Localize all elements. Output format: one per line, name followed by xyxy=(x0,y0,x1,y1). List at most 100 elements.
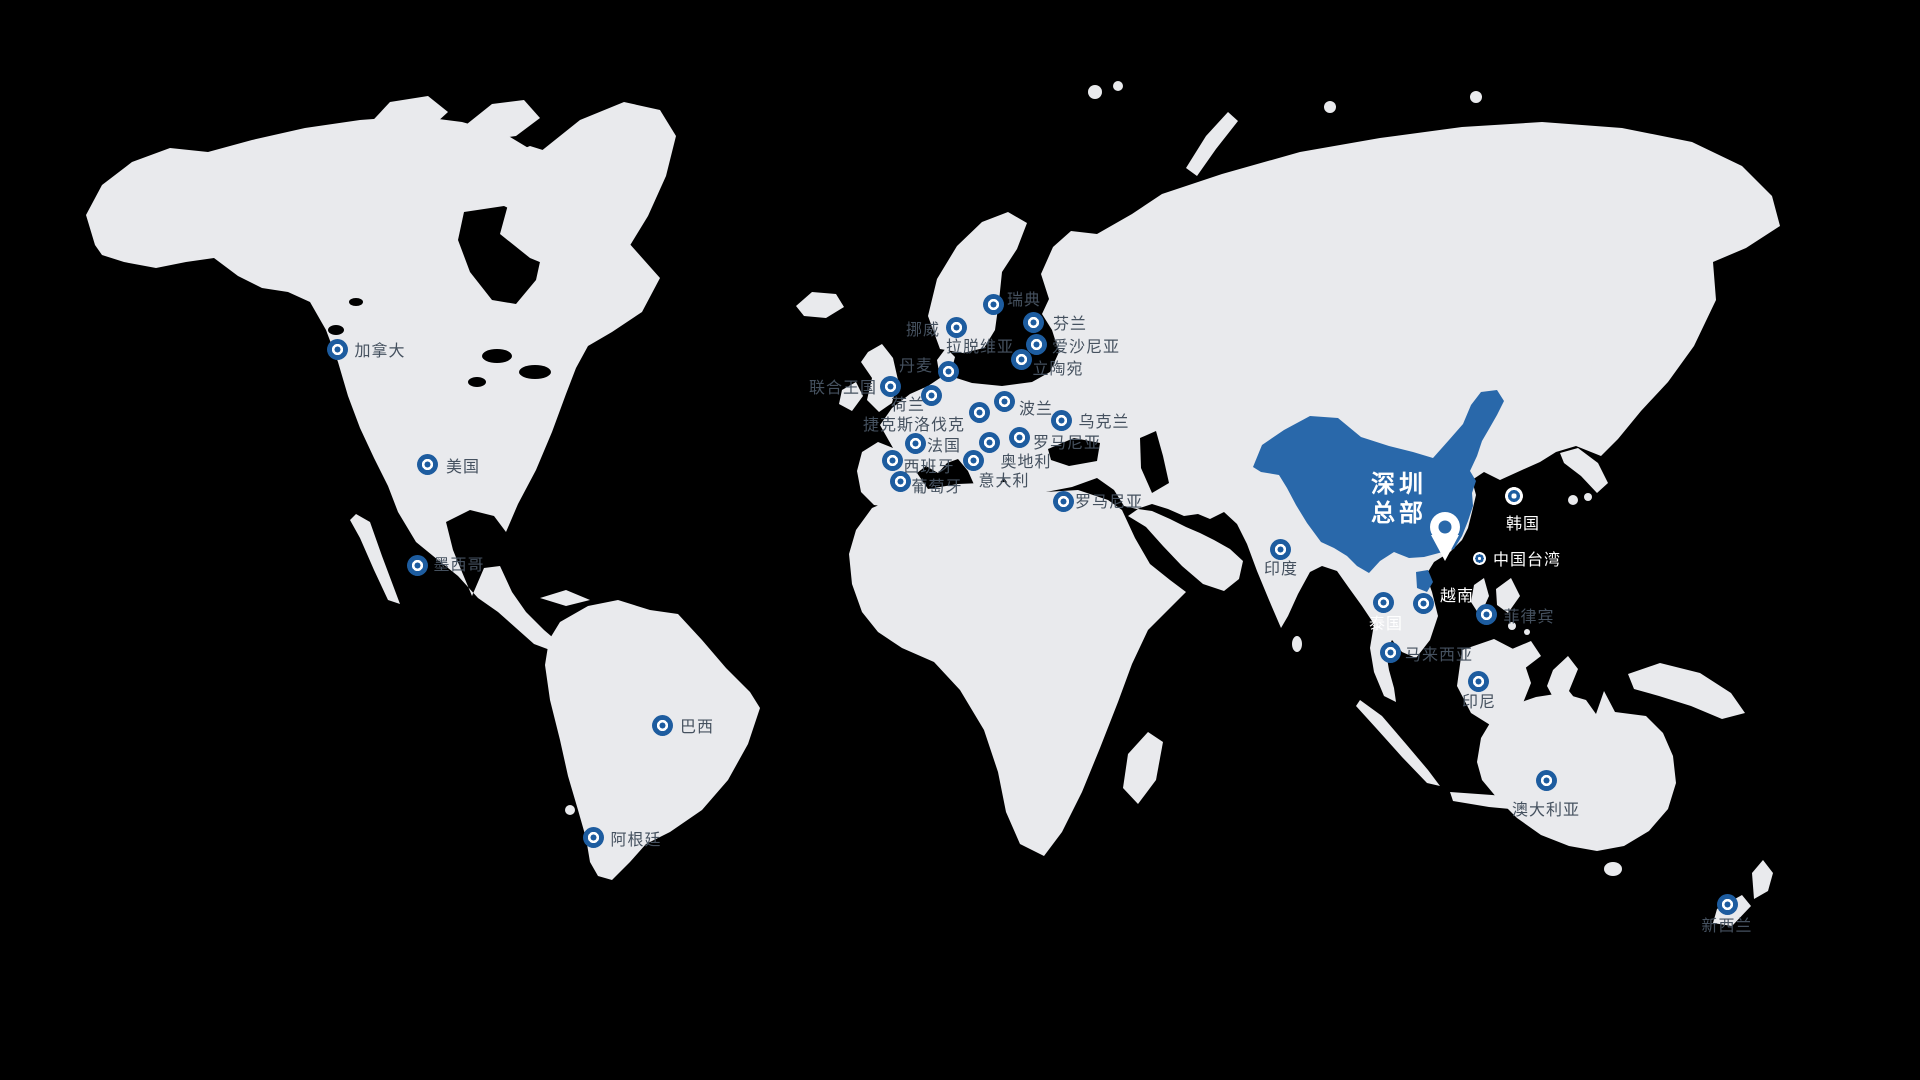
great-lake xyxy=(468,377,486,387)
headquarters-label-line2: 总部 xyxy=(1371,499,1427,527)
location-label: 加拿大 xyxy=(354,341,406,360)
location-label: 美国 xyxy=(445,457,481,476)
location-marker[interactable] xyxy=(1475,603,1497,625)
location-marker[interactable] xyxy=(326,338,348,360)
location-marker[interactable] xyxy=(920,384,942,406)
location-label: 瑞典 xyxy=(1006,290,1042,309)
location-marker[interactable] xyxy=(937,360,959,382)
location-label: 丹麦 xyxy=(898,356,934,375)
tasmania xyxy=(1604,862,1622,876)
location-marker[interactable] xyxy=(1010,348,1032,370)
location-marker[interactable] xyxy=(1022,311,1044,333)
location-marker[interactable] xyxy=(982,293,1004,315)
location-marker[interactable] xyxy=(1505,487,1523,505)
location-marker[interactable] xyxy=(993,390,1015,412)
cuba xyxy=(540,590,590,606)
location-marker[interactable] xyxy=(1379,641,1401,663)
location-marker[interactable] xyxy=(406,554,428,576)
location-marker[interactable] xyxy=(1269,538,1291,560)
location-marker[interactable] xyxy=(1052,490,1074,512)
landmass-eurasia xyxy=(857,122,1780,702)
landmass-baja xyxy=(350,514,400,604)
hainan-island xyxy=(1416,570,1433,592)
falkland-island xyxy=(565,805,575,815)
location-label: 葡萄牙 xyxy=(911,477,963,496)
location-marker[interactable] xyxy=(1008,426,1030,448)
landmass-africa xyxy=(849,482,1186,856)
ireland-island xyxy=(839,382,863,411)
location-label: 意大利 xyxy=(978,471,1030,490)
location-label: 印尼 xyxy=(1461,692,1497,711)
location-marker[interactable] xyxy=(904,432,926,454)
sakhalin xyxy=(1573,331,1597,401)
location-marker[interactable] xyxy=(416,453,438,475)
location-label: 韩国 xyxy=(1505,514,1541,533)
iceland xyxy=(796,292,844,318)
location-marker[interactable] xyxy=(962,449,984,471)
headquarters-pin-icon xyxy=(1430,512,1460,561)
svalbard xyxy=(1113,81,1123,91)
location-marker[interactable] xyxy=(1412,592,1434,614)
great-lake xyxy=(519,365,551,379)
location-marker[interactable] xyxy=(1467,670,1489,692)
madagascar xyxy=(1123,732,1163,804)
arctic-island xyxy=(1470,91,1482,103)
location-marker[interactable] xyxy=(582,826,604,848)
japan-honshu xyxy=(1560,448,1608,493)
location-label: 马来西亚 xyxy=(1404,645,1474,664)
canada-lake xyxy=(349,298,363,306)
location-label: 罗马尼亚 xyxy=(1032,433,1102,452)
sumatra xyxy=(1356,700,1440,786)
location-label: 乌克兰 xyxy=(1078,412,1130,431)
arctic-island xyxy=(332,146,396,188)
canada-lake xyxy=(328,325,344,335)
location-label: 挪威 xyxy=(905,320,941,339)
mindanao xyxy=(1512,641,1541,669)
greenland xyxy=(500,102,676,278)
novaya-zemlya xyxy=(1186,112,1238,176)
great-lake xyxy=(482,349,512,363)
location-label: 澳大利亚 xyxy=(1511,800,1581,819)
japan-kyushu xyxy=(1568,495,1578,505)
japan-hokkaido xyxy=(1568,420,1596,446)
location-marker[interactable] xyxy=(1716,893,1738,915)
scandinavia xyxy=(928,212,1027,353)
location-marker[interactable] xyxy=(1535,769,1557,791)
location-marker[interactable] xyxy=(945,316,967,338)
location-marker[interactable] xyxy=(978,431,1000,453)
location-marker[interactable] xyxy=(881,449,903,471)
black-sea xyxy=(1048,438,1100,466)
location-label: 阿根廷 xyxy=(610,830,662,849)
headquarters-label-line1: 深圳 xyxy=(1371,470,1427,498)
location-label: 芬兰 xyxy=(1052,314,1088,333)
arctic-island xyxy=(262,150,318,196)
arctic-island xyxy=(462,100,540,140)
arabian-peninsula xyxy=(1128,509,1243,591)
location-label: 捷克斯洛伐克 xyxy=(862,415,966,434)
location-label: 荷兰 xyxy=(890,395,926,414)
location-label: 西班牙 xyxy=(903,457,955,476)
location-marker[interactable] xyxy=(1025,333,1047,355)
sri-lanka xyxy=(1292,636,1302,652)
location-label: 联合王国 xyxy=(808,378,878,397)
arctic-island xyxy=(1324,101,1336,113)
location-marker[interactable] xyxy=(968,401,990,423)
location-marker[interactable] xyxy=(1050,409,1072,431)
location-label: 罗马尼亚 xyxy=(1074,492,1144,511)
location-label: 立陶宛 xyxy=(1032,359,1084,378)
location-label: 新西兰 xyxy=(1701,916,1753,935)
location-marker[interactable] xyxy=(889,470,911,492)
location-label: 越南 xyxy=(1439,586,1475,605)
caspian-sea xyxy=(1140,431,1169,493)
location-label: 拉脱维亚 xyxy=(945,337,1015,356)
location-marker[interactable] xyxy=(879,375,901,397)
location-marker[interactable] xyxy=(1472,551,1486,565)
location-marker[interactable] xyxy=(651,714,673,736)
location-marker[interactable] xyxy=(1372,591,1394,613)
location-label: 墨西哥 xyxy=(433,555,485,574)
headquarters-label: 深圳 总部 xyxy=(1371,470,1427,528)
location-label: 中国台湾 xyxy=(1492,550,1562,569)
arctic-island xyxy=(362,96,448,140)
